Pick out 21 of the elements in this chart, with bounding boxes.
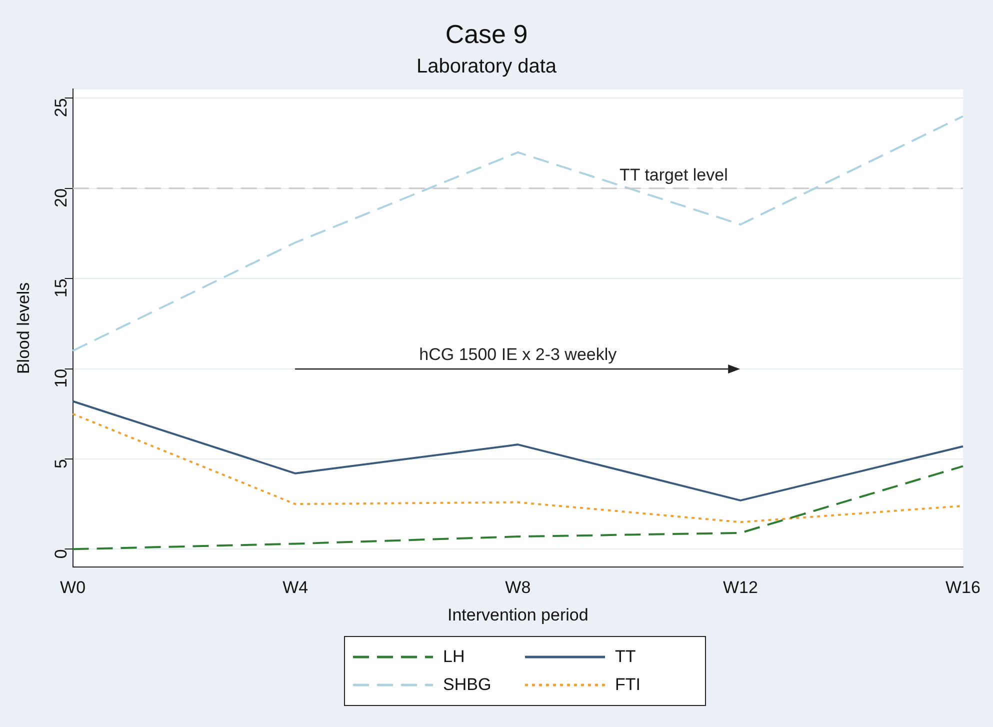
legend-label: FTI: [615, 675, 640, 695]
ref-line-label: TT target level: [620, 166, 728, 185]
legend-label: TT: [615, 647, 636, 667]
x-axis-title: Intervention period: [447, 605, 588, 624]
x-tick-label: W12: [722, 578, 758, 598]
x-tick-label: W16: [946, 578, 980, 598]
legend-label: SHBG: [443, 675, 492, 695]
y-tick-label: 10: [51, 368, 70, 388]
chart-title: Case 9: [445, 18, 528, 49]
x-tick-label: W8: [505, 578, 531, 598]
y-tick-label: 25: [51, 98, 70, 118]
y-tick-label: 20: [51, 188, 70, 208]
x-tick-label: W4: [282, 578, 308, 598]
chart-subtitle: Laboratory data: [416, 56, 558, 78]
y-tick-label: 0: [51, 549, 70, 559]
x-tick-label: W0: [60, 578, 86, 598]
annotation: hCG 1500 IE x 2-3 weekly: [418, 344, 618, 365]
y-tick-label: 5: [51, 458, 70, 468]
legend-label: LH: [443, 647, 465, 667]
y-axis-title: Blood levels: [14, 282, 33, 374]
y-tick-label: 15: [51, 278, 70, 298]
